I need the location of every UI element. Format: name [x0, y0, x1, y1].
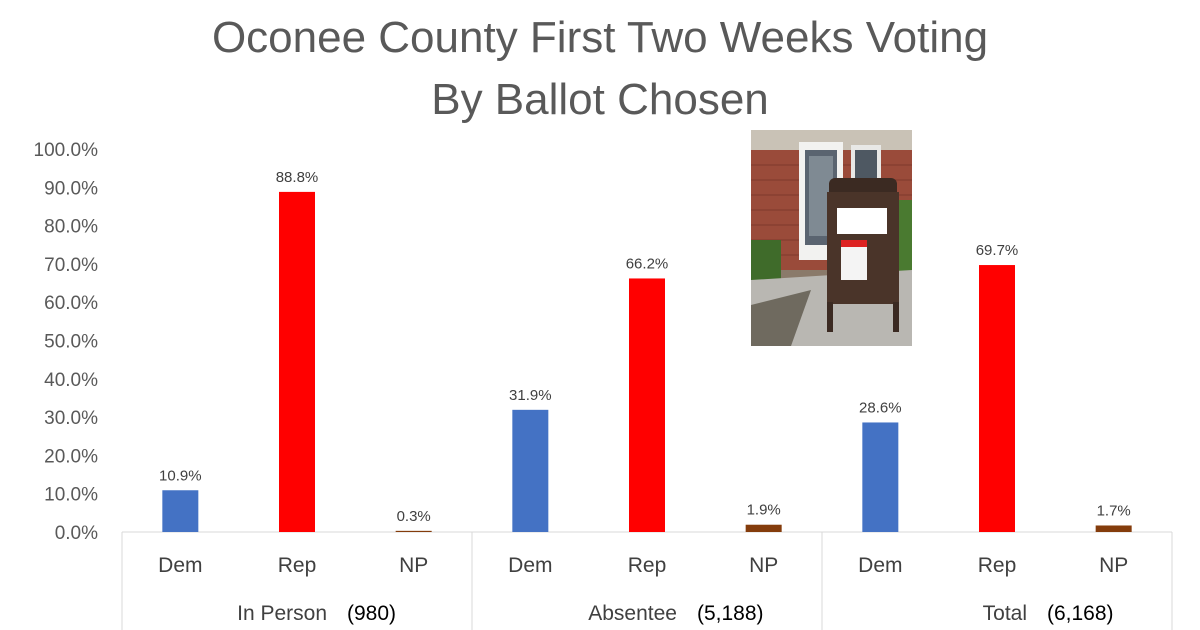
data-label: 1.9%: [747, 502, 781, 519]
group-label: Absentee: [588, 602, 677, 625]
bar: [279, 191, 315, 532]
y-tick-label: 20.0%: [44, 446, 98, 467]
data-label: 31.9%: [509, 387, 552, 404]
y-tick-label: 0.0%: [55, 523, 98, 544]
group-count-label: (980): [347, 602, 396, 625]
y-tick-label: 40.0%: [44, 370, 98, 391]
category-label: NP: [1099, 554, 1128, 577]
y-tick-label: 80.0%: [44, 217, 98, 238]
bar: [162, 490, 199, 532]
bar: [395, 530, 432, 532]
y-tick-label: 50.0%: [44, 332, 98, 353]
y-tick-label: 70.0%: [44, 255, 98, 276]
data-label: 69.7%: [976, 242, 1019, 259]
bar: [1095, 525, 1132, 532]
y-tick-label: 10.0%: [44, 485, 98, 506]
category-label: NP: [749, 554, 778, 577]
y-tick-label: 30.0%: [44, 408, 98, 429]
group-label: In Person: [237, 602, 327, 625]
category-label: NP: [399, 554, 428, 577]
data-label: 66.2%: [626, 255, 669, 272]
bar: [862, 422, 899, 532]
chart-title-line-1: Oconee County First Two Weeks Voting: [211, 13, 989, 62]
group-label: Total: [983, 602, 1027, 625]
data-label: 28.6%: [859, 399, 902, 416]
y-tick-label: 60.0%: [44, 293, 98, 314]
y-tick-label: 90.0%: [44, 178, 98, 199]
category-label: Dem: [158, 554, 202, 577]
bar: [745, 524, 782, 532]
category-label: Rep: [978, 554, 1017, 577]
chart-title-line-2: By Ballot Chosen: [431, 75, 769, 124]
data-label: 1.7%: [1097, 502, 1131, 519]
group-count-label: (5,188): [697, 602, 764, 625]
data-label: 88.8%: [276, 169, 319, 186]
data-label: 0.3%: [397, 508, 431, 525]
category-label: Dem: [508, 554, 552, 577]
category-label: Dem: [858, 554, 902, 577]
bar: [979, 265, 1015, 532]
bar: [629, 278, 665, 532]
ballot-drop-box-photo: [751, 130, 912, 346]
y-tick-label: 100.0%: [34, 140, 99, 161]
data-label: 10.9%: [159, 467, 202, 484]
bar: [512, 409, 549, 532]
category-label: Rep: [628, 554, 667, 577]
category-label: Rep: [278, 554, 317, 577]
group-count-label: (6,168): [1047, 602, 1114, 625]
